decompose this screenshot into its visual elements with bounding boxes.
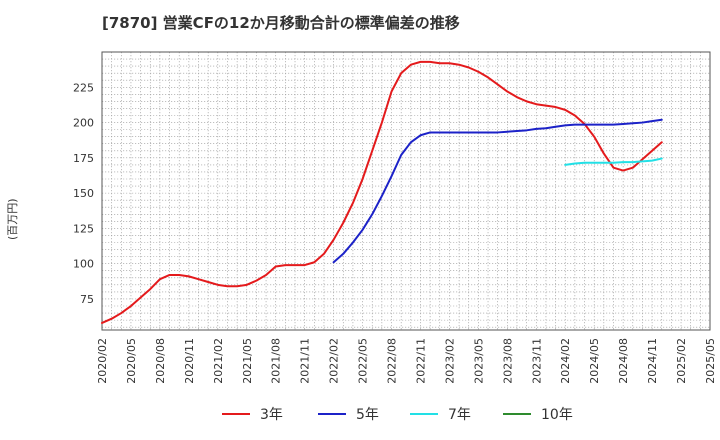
legend-swatch	[503, 413, 531, 415]
plot-border	[101, 51, 711, 331]
x-tick-label: 2021/05	[241, 338, 254, 384]
x-tick-label: 2025/02	[675, 338, 688, 384]
x-tick-label: 2022/05	[357, 338, 370, 384]
x-tick-label: 2024/02	[559, 338, 572, 384]
x-tick-label: 2023/02	[443, 338, 456, 384]
y-tick-label: 200	[73, 117, 94, 130]
legend-item: 5年	[318, 404, 379, 424]
x-tick-label: 2022/11	[414, 338, 427, 384]
y-tick-label: 75	[80, 293, 94, 306]
legend-label: 7年	[448, 407, 471, 423]
x-tick-label: 2020/11	[183, 338, 196, 384]
legend-label: 5年	[356, 407, 379, 423]
x-tick-label: 2020/08	[154, 338, 167, 384]
chart-legend: 3年 5年 7年 10年	[0, 404, 720, 426]
x-tick-label: 2021/02	[212, 338, 225, 384]
x-tick-label: 2023/08	[501, 338, 514, 384]
legend-label: 10年	[541, 407, 573, 423]
x-tick-label: 2024/08	[617, 338, 630, 384]
legend-swatch	[410, 413, 438, 415]
x-tick-label: 2021/08	[270, 338, 283, 384]
y-tick-label: 125	[73, 222, 94, 235]
x-tick-label: 2023/11	[530, 338, 543, 384]
x-tick-label: 2023/05	[472, 338, 485, 384]
legend-label: 3年	[260, 407, 283, 423]
x-tick-label: 2025/05	[704, 338, 717, 384]
legend-item: 10年	[503, 404, 573, 424]
y-tick-label: 175	[73, 152, 94, 165]
y-tick-label: 100	[73, 258, 94, 271]
x-tick-label: 2020/05	[125, 338, 138, 384]
x-tick-label: 2020/02	[96, 338, 109, 384]
series-line-7年	[564, 157, 663, 166]
legend-swatch	[318, 413, 346, 415]
y-tick-label: 225	[73, 81, 94, 94]
chart-title: [7870] 営業CFの12か月移動合計の標準偏差の推移	[102, 14, 460, 32]
x-tick-label: 2022/08	[386, 338, 399, 384]
x-tick-label: 2024/05	[588, 338, 601, 384]
x-tick-label: 2022/02	[328, 338, 341, 384]
y-tick-label: 150	[73, 187, 94, 200]
plot-area	[102, 52, 710, 330]
series-line-3年	[101, 60, 663, 324]
legend-swatch	[222, 413, 250, 415]
legend-item: 3年	[222, 404, 283, 424]
x-tick-label: 2024/11	[646, 338, 659, 384]
x-tick-label: 2021/11	[299, 338, 312, 384]
series-line-5年	[332, 118, 663, 264]
legend-item: 7年	[410, 404, 471, 424]
